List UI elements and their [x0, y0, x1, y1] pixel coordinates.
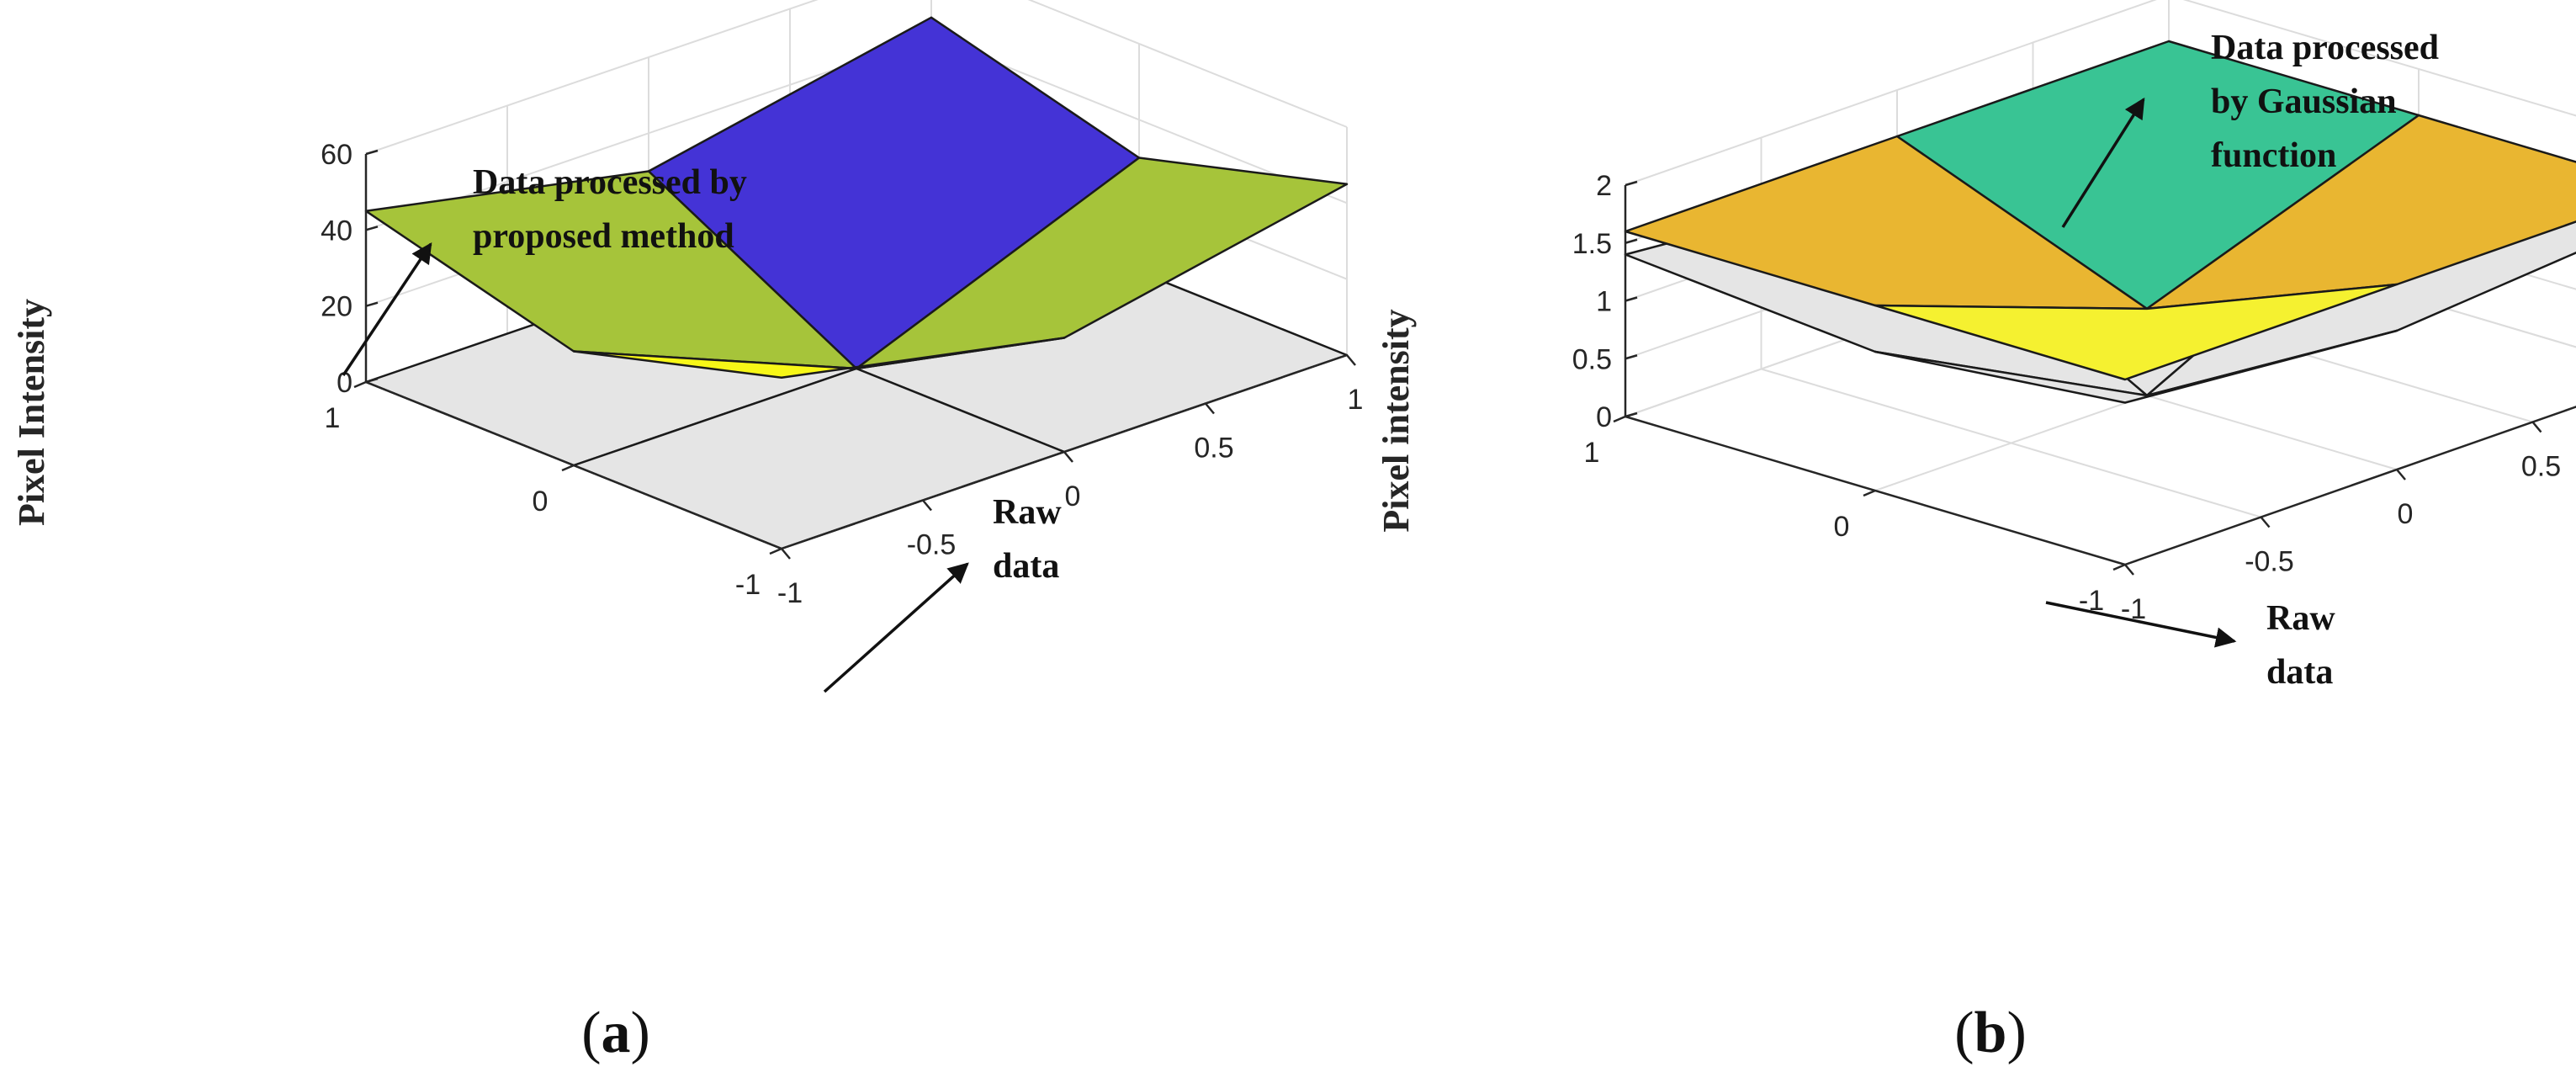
- panel-b-z-tick-label: 1.5: [1572, 228, 1612, 260]
- panel-b-annotation-raw-line1: Raw: [2266, 599, 2335, 638]
- panel-b-floor-gridline-y: [2124, 406, 2576, 565]
- panel-a-y-tick: [561, 464, 575, 472]
- panel-a-x-tick: [1063, 451, 1073, 463]
- panel-a-z-tick-label: 40: [321, 215, 352, 247]
- panel-a-x-tick-label: 0: [1065, 480, 1081, 512]
- panel-a-y-tick: [769, 547, 782, 555]
- panel-a-y-tick: [353, 380, 367, 389]
- panel-a-annotation-processed: Data processed by proposed method: [342, 163, 747, 376]
- panel-b-x-tick: [2531, 421, 2542, 433]
- panel-b-annotation-raw: Raw data: [2045, 599, 2335, 692]
- panel-a-x-tick-label: -1: [777, 577, 803, 609]
- panel-a-z-tick: [365, 377, 379, 384]
- panel-a-z-tick-label: 0: [337, 367, 352, 399]
- panel-a-z-tick-label: 60: [321, 139, 352, 171]
- panel-b-x-tick-label: -0.5: [2245, 546, 2294, 578]
- panel-a-z-tick: [365, 226, 379, 231]
- panel-a-annotation-raw: Raw data: [823, 493, 1062, 693]
- panel-b-annotation-gaussian: Data processed by Gaussian function: [2061, 29, 2439, 228]
- panel-b-x-tick: [2260, 516, 2271, 528]
- panel-a-caption: (a): [581, 1001, 650, 1065]
- panel-b-x-tick: [2396, 469, 2406, 480]
- panel-a-y-tick-label: 0: [533, 486, 549, 518]
- panel-b-surface-raw-facet: [1874, 329, 2398, 404]
- panel-b-z-tick: [1625, 238, 1638, 244]
- panel-a-annotation-processed-line2: proposed method: [473, 217, 734, 256]
- panel-b-wall-gridline-z: [1625, 0, 2576, 186]
- panel-b-z-tick: [1625, 296, 1638, 302]
- panel-a-x-tick: [1346, 354, 1356, 366]
- panel-b-annotation-gaussian-line3: function: [2211, 136, 2336, 175]
- panel-b-z-axis-label: Pixel intensity: [1375, 309, 1417, 532]
- panel-a-wall-gridline-z: [365, 0, 1348, 155]
- panel-b-chart: 00.511.52-1-0.500.51-101 Pixel intensity…: [1375, 0, 2576, 1065]
- panel-a-y-tick-label: 1: [325, 402, 341, 434]
- panel-b-axes: 00.511.52-1-0.500.51-101: [1572, 170, 2576, 625]
- panel-b-z-tick: [1625, 411, 1638, 418]
- panel-a-z-tick-label: 20: [321, 291, 352, 323]
- panel-a-annotation-raw-line1: Raw: [993, 493, 1062, 532]
- panel-a-z-tick: [365, 149, 379, 156]
- panel-a-annotation-raw-line2: data: [993, 547, 1059, 586]
- panel-b-z-tick: [1625, 354, 1638, 360]
- panel-b-x-axis-line: [2124, 406, 2576, 566]
- panel-b-annotation-gaussian-line1: Data processed: [2211, 29, 2439, 67]
- panel-b-z-tick-label: 2: [1596, 170, 1612, 202]
- panel-b-x-tick-label: 0: [2398, 498, 2414, 530]
- panel-b-z-tick: [1625, 180, 1638, 187]
- panel-a-caption-letter: a: [602, 1001, 631, 1065]
- panel-a-x-tick: [1205, 402, 1215, 415]
- panel-b-annotation-gaussian-arrow: [2061, 97, 2145, 228]
- panel-b-y-tick: [1863, 489, 1876, 497]
- panel-a-x-tick-label: 0.5: [1194, 433, 1233, 465]
- panel-a-annotation-processed-line1: Data processed by: [473, 163, 747, 202]
- panel-a-z-tick: [365, 301, 379, 307]
- panel-a-y-tick-label: -1: [735, 569, 761, 601]
- panel-b-y-tick: [1613, 415, 1626, 423]
- panel-a-surfaces: [364, 16, 1349, 550]
- panel-b-x-tick: [2124, 564, 2134, 576]
- panel-b-annotation-raw-arrow: [2045, 601, 2237, 648]
- panel-b-y-tick-label: 0: [1834, 511, 1850, 543]
- panel-a-x-tick: [781, 548, 791, 560]
- panel-b-caption: (b): [1954, 1001, 2027, 1065]
- panel-b-z-tick-label: 0.5: [1572, 343, 1612, 375]
- panel-b-surfaces: [1624, 40, 2576, 404]
- panel-a-x-tick-label: 1: [1348, 384, 1364, 416]
- panel-b-surface-processed-facet: [1874, 283, 2398, 381]
- panel-b-y-tick: [2112, 563, 2126, 571]
- panel-b-x-tick-label: 0.5: [2521, 451, 2561, 483]
- panel-a-annotation-processed-arrow: [342, 242, 432, 376]
- panel-a-x-tick: [922, 499, 932, 512]
- panel-b-annotation-raw-line2: data: [2266, 653, 2333, 692]
- panel-a-x-tick-label: -0.5: [907, 529, 957, 561]
- panel-b-annotation-gaussian-line2: by Gaussian: [2211, 82, 2397, 121]
- panel-b-y-tick-label: 1: [1584, 437, 1600, 469]
- panel-a-z-axis-label: Pixel Intensity: [11, 299, 52, 526]
- panel-a-surface-processed-facet: [572, 337, 1066, 380]
- panel-b-z-tick-label: 1: [1596, 286, 1612, 318]
- panel-b-z-tick-label: 0: [1596, 401, 1612, 433]
- panel-a-annotation-raw-arrow: [823, 562, 969, 693]
- panel-b-caption-letter: b: [1974, 1001, 2007, 1065]
